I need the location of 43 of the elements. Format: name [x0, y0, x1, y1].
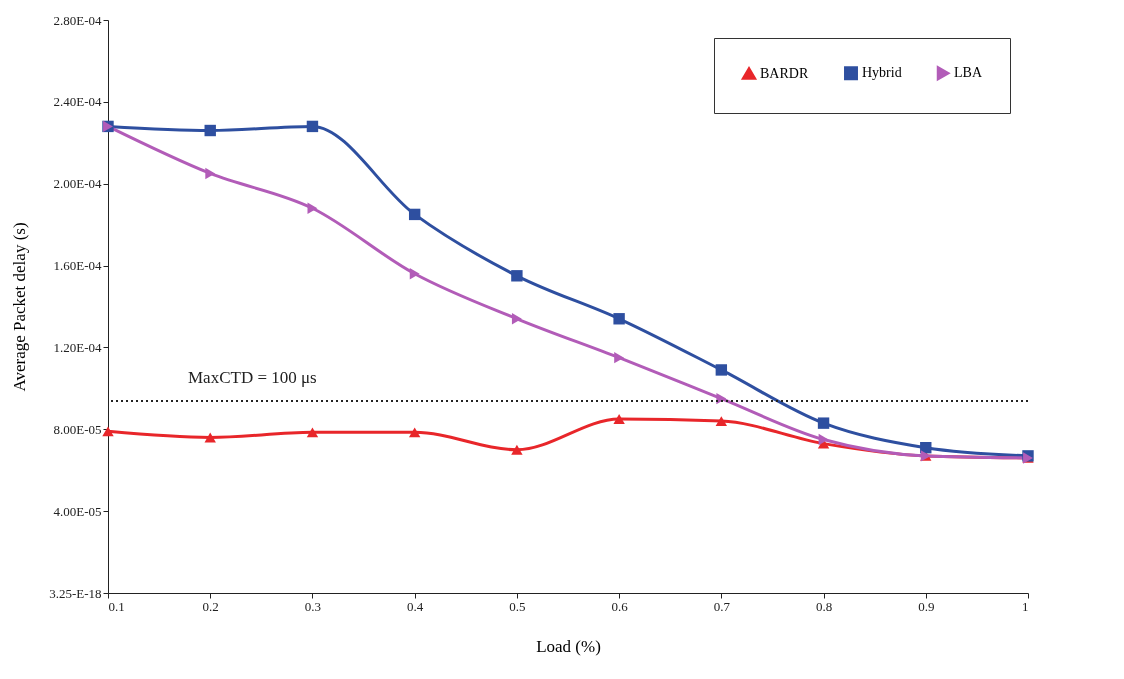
- point: [306, 427, 319, 438]
- point: [613, 313, 625, 325]
- y-tick-label: 2.40E-04: [53, 94, 102, 110]
- y-tick-label: 3.25-E-18: [49, 585, 102, 601]
- y-tick-label: 1.20E-04: [53, 339, 102, 355]
- y-tick-label: 8.00E-05: [53, 421, 102, 437]
- x-axis-title: Load (%): [536, 636, 601, 656]
- point: [818, 433, 829, 446]
- point: [614, 351, 625, 364]
- point: [715, 416, 728, 427]
- point: [205, 167, 216, 180]
- point: [817, 417, 830, 429]
- point: [613, 414, 625, 424]
- point: [408, 427, 421, 438]
- point: [511, 444, 523, 455]
- point: [102, 426, 114, 437]
- y-tick-label: 1.60E-04: [53, 258, 102, 274]
- point: [409, 268, 420, 280]
- x-tick-label: 0.4: [407, 598, 424, 614]
- x-tick-label: 1: [1022, 598, 1029, 614]
- legend-label: Hybrid: [862, 65, 902, 81]
- point: [511, 313, 522, 325]
- x-tick-label: 0.8: [815, 598, 833, 614]
- y-axis-title: Average Packet delay (s): [10, 222, 30, 392]
- legend-label: BARDR: [760, 65, 809, 81]
- y-tick-label: 2.00E-04: [53, 176, 102, 192]
- x-tick-label: 0.1: [108, 598, 125, 614]
- point: [306, 120, 319, 133]
- y-tick-label: 4.00E-05: [53, 503, 102, 519]
- point: [408, 208, 421, 221]
- x-tick-label: 0.6: [611, 598, 629, 614]
- x-tick-label: 0.7: [713, 598, 731, 614]
- x-tick-label: 0.2: [202, 598, 219, 614]
- annotation: MaxCTD = 100 μs: [188, 368, 317, 388]
- legend-label: LBA: [954, 65, 983, 81]
- x-tick-label: 0.5: [509, 598, 526, 614]
- x-tick-label: 0.9: [918, 598, 935, 614]
- point: [307, 202, 318, 214]
- x-tick-label: 0.3: [304, 598, 322, 614]
- y-tick-label: 2.80E-04: [53, 12, 102, 28]
- point: [511, 270, 523, 282]
- point: [204, 124, 216, 137]
- point: [715, 364, 728, 376]
